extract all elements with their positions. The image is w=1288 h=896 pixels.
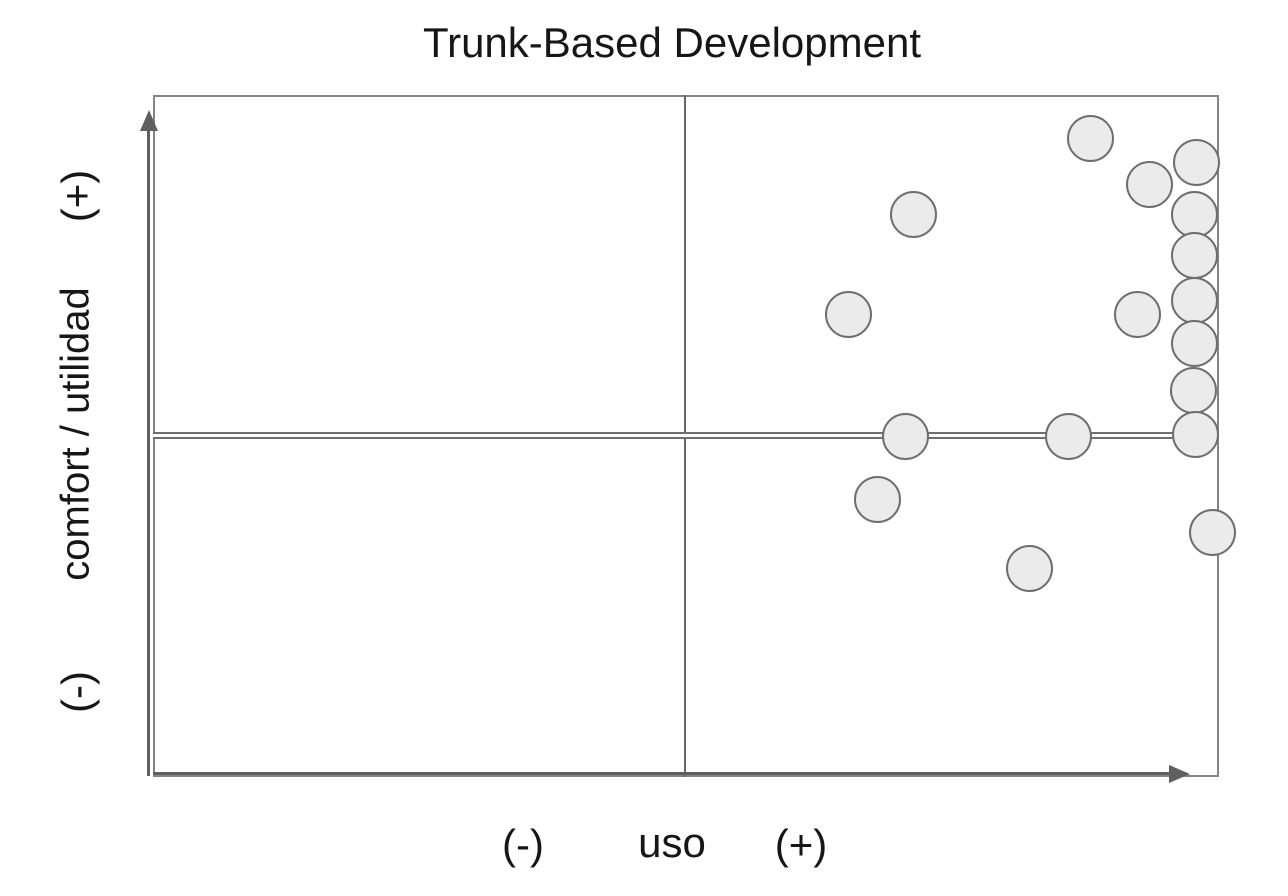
- x-axis-title: uso: [638, 819, 706, 866]
- x-axis-arrow: [153, 772, 1175, 775]
- quadrant-horizontal-line: [153, 432, 1219, 439]
- x-axis-arrowhead-icon: [1169, 765, 1190, 783]
- y-axis-arrowhead-icon: [140, 110, 158, 131]
- y-axis-arrow: [147, 124, 150, 776]
- y-axis-minus-label: (-): [53, 671, 100, 713]
- x-axis-minus-label: (-): [502, 821, 544, 868]
- y-axis-title: comfort / utilidad: [53, 287, 98, 581]
- chart-title: Trunk-Based Development: [422, 19, 922, 66]
- x-axis-plus-label: (+): [774, 821, 828, 868]
- y-axis-plus-label: (+): [53, 169, 100, 223]
